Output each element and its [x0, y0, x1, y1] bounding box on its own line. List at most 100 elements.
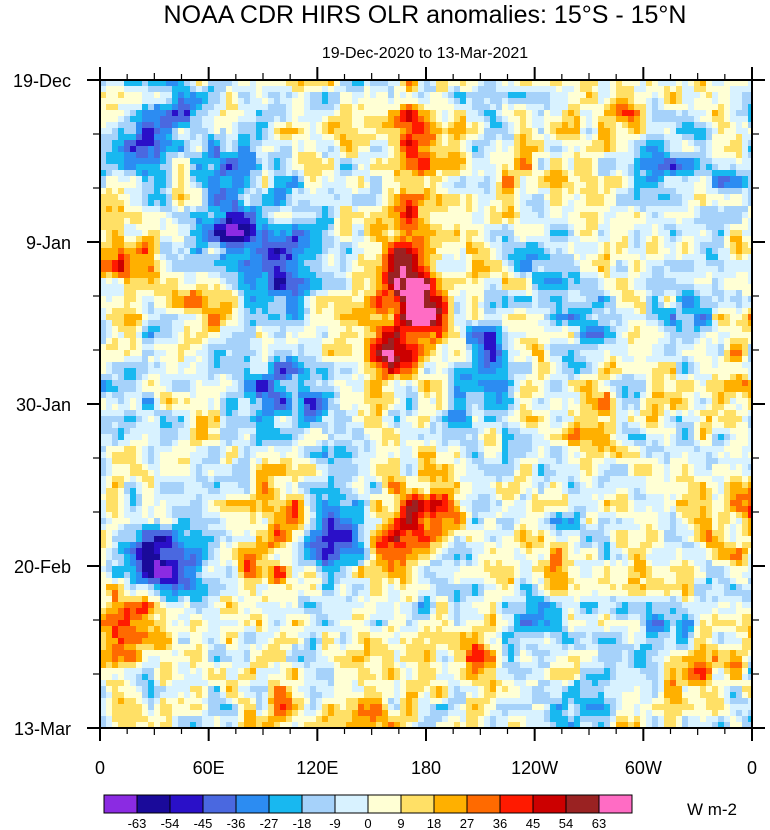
field-cell [502, 80, 509, 87]
field-cell [736, 98, 743, 105]
field-cell [508, 254, 515, 261]
field-cell [580, 272, 587, 279]
field-cell [292, 332, 299, 339]
field-cell [274, 86, 281, 93]
field-cell [568, 278, 575, 285]
field-cell [334, 200, 341, 207]
field-cell [412, 188, 419, 195]
field-cell [712, 320, 719, 327]
field-cell [520, 296, 527, 303]
field-cell [196, 218, 203, 225]
field-cell [694, 182, 701, 189]
field-cell [736, 332, 743, 339]
field-cell [646, 320, 653, 327]
field-cell [544, 176, 551, 183]
field-cell [124, 110, 131, 117]
field-cell [544, 206, 551, 213]
field-cell [550, 278, 557, 285]
field-cell [394, 230, 401, 237]
field-cell [508, 272, 515, 279]
field-cell [166, 320, 173, 327]
field-cell [262, 128, 269, 135]
field-cell [364, 332, 371, 339]
field-cell [442, 122, 449, 129]
field-cell [442, 284, 449, 291]
field-cell [592, 104, 599, 111]
field-cell [112, 200, 119, 207]
field-cell [214, 158, 221, 165]
field-cell [238, 170, 245, 177]
field-cell [262, 110, 269, 117]
field-cell [124, 122, 131, 129]
field-cell [538, 176, 545, 183]
field-cell [136, 212, 143, 219]
field-cell [220, 182, 227, 189]
field-cell [742, 110, 749, 117]
field-cell [736, 242, 743, 249]
field-cell [640, 134, 647, 141]
field-cell [700, 332, 707, 339]
field-cell [556, 122, 563, 129]
field-cell [388, 188, 395, 195]
field-cell [406, 254, 413, 261]
field-cell [310, 278, 317, 285]
field-cell [382, 146, 389, 153]
field-cell [292, 140, 299, 147]
field-cell [646, 248, 653, 255]
field-cell [736, 260, 743, 267]
field-cell [484, 86, 491, 93]
field-cell [712, 278, 719, 285]
field-cell [250, 260, 257, 267]
field-cell [232, 92, 239, 99]
field-cell [466, 176, 473, 183]
field-cell [382, 140, 389, 147]
field-cell [706, 200, 713, 207]
field-cell [130, 146, 137, 153]
field-cell [706, 188, 713, 195]
field-cell [628, 260, 635, 267]
field-cell [508, 320, 515, 327]
field-cell [268, 230, 275, 237]
field-cell [718, 218, 725, 225]
field-cell [166, 176, 173, 183]
field-cell [526, 80, 533, 87]
field-cell [730, 338, 737, 345]
field-cell [664, 80, 671, 87]
field-cell [670, 182, 677, 189]
field-cell [634, 110, 641, 117]
field-cell [610, 176, 617, 183]
field-cell [298, 326, 305, 333]
field-cell [508, 248, 515, 255]
field-cell [316, 122, 323, 129]
field-cell [652, 230, 659, 237]
field-cell [520, 98, 527, 105]
field-cell [682, 296, 689, 303]
field-cell [634, 80, 641, 87]
field-cell [358, 188, 365, 195]
field-cell [580, 302, 587, 309]
field-cell [124, 92, 131, 99]
field-cell [334, 116, 341, 123]
field-cell [226, 350, 233, 357]
field-cell [268, 236, 275, 243]
field-cell [520, 212, 527, 219]
field-cell [436, 254, 443, 261]
field-cell [346, 80, 353, 87]
field-cell [478, 212, 485, 219]
field-cell [196, 122, 203, 129]
field-cell [130, 344, 137, 351]
field-cell [430, 308, 437, 315]
field-cell [262, 302, 269, 309]
field-cell [334, 158, 341, 165]
field-cell [346, 296, 353, 303]
field-cell [424, 290, 431, 297]
field-cell [364, 350, 371, 357]
field-cell [652, 332, 659, 339]
field-cell [172, 140, 179, 147]
field-cell [514, 260, 521, 267]
field-cell [388, 338, 395, 345]
field-cell [346, 302, 353, 309]
field-cell [598, 338, 605, 345]
field-cell [556, 230, 563, 237]
field-cell [298, 242, 305, 249]
